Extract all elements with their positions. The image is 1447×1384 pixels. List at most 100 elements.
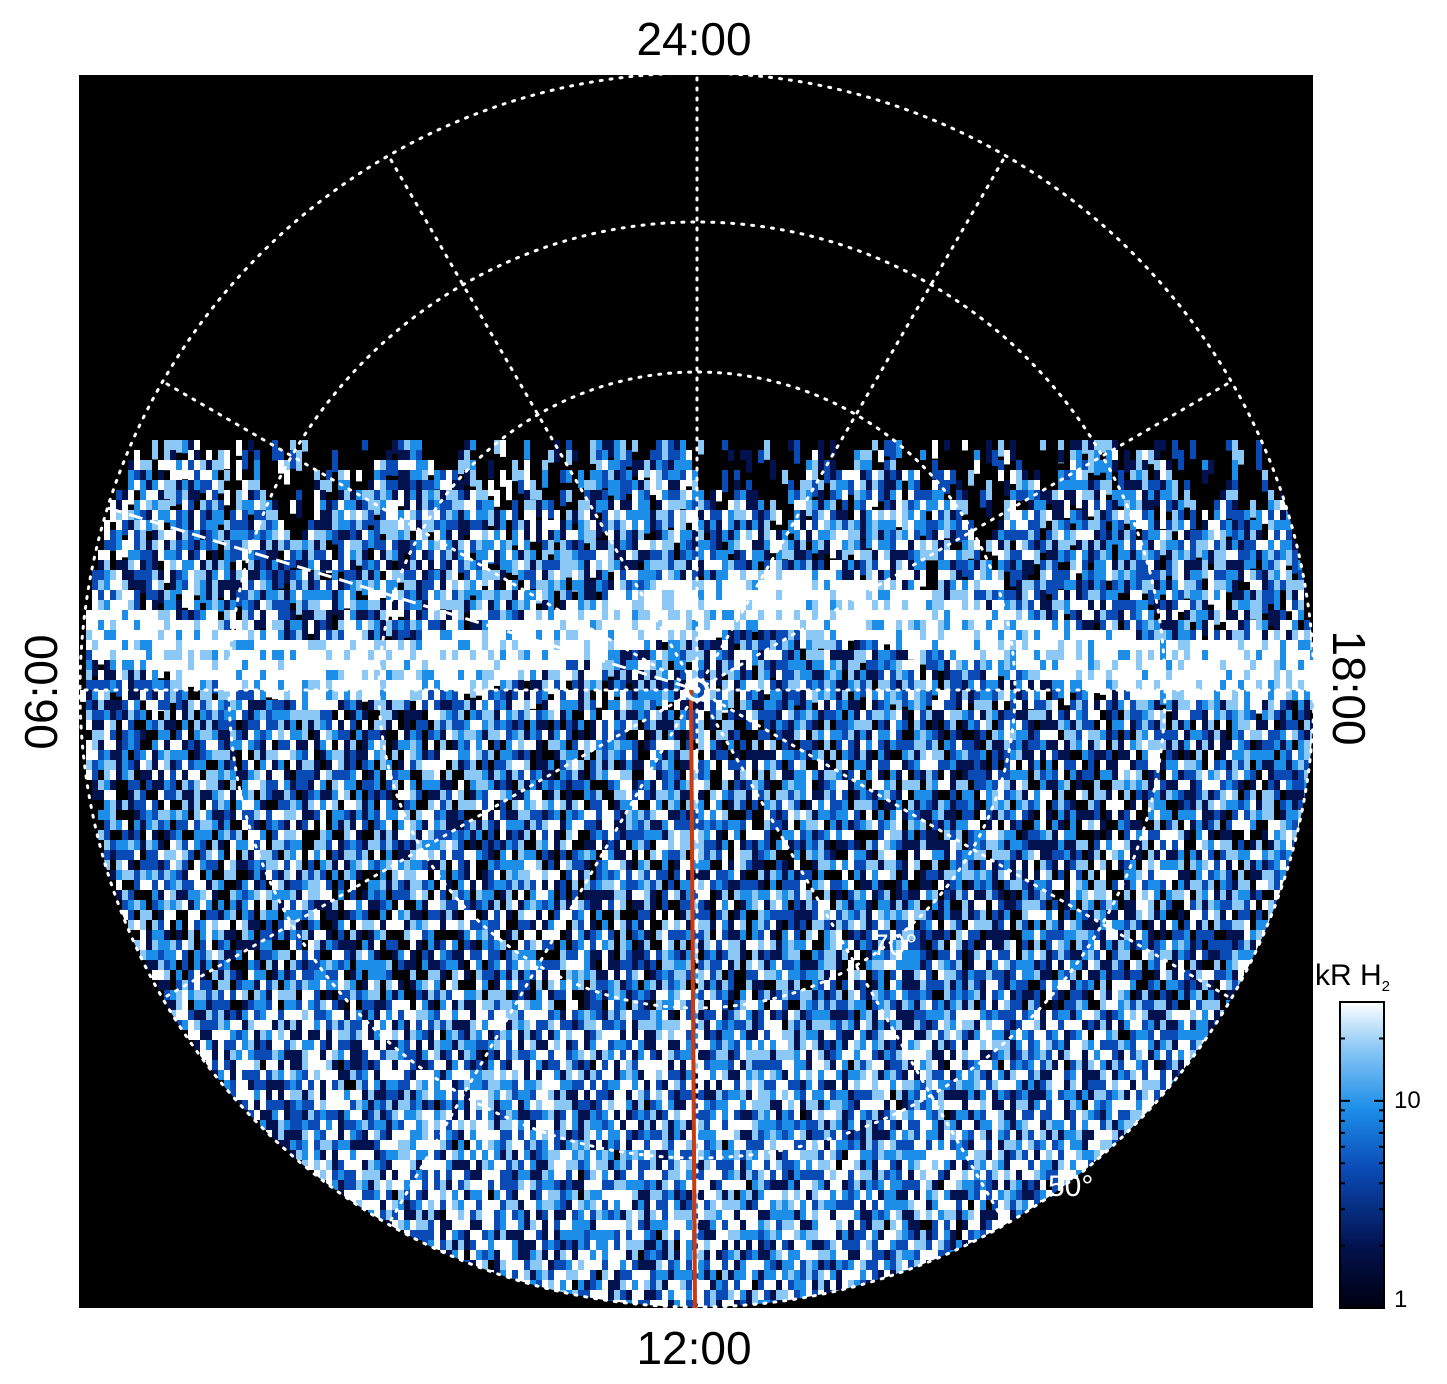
emission-pixel <box>404 540 410 554</box>
emission-pixel <box>116 570 122 586</box>
emission-pixel <box>398 730 404 740</box>
emission-pixel <box>1262 630 1268 641</box>
emission-pixel <box>350 690 356 701</box>
emission-pixel <box>1100 610 1106 622</box>
emission-pixel <box>350 490 356 510</box>
emission-pixel <box>254 640 260 656</box>
emission-pixel <box>698 710 704 720</box>
emission-pixel <box>908 470 914 487</box>
emission-pixel <box>710 510 716 522</box>
emission-pixel <box>302 440 308 452</box>
emission-pixel <box>350 560 356 580</box>
emission-pixel <box>134 660 140 679</box>
emission-pixel <box>998 630 1004 650</box>
emission-pixel <box>890 520 896 534</box>
emission-pixel <box>830 730 836 740</box>
emission-pixel <box>1160 460 1166 480</box>
emission-pixel <box>146 490 152 505</box>
emission-pixel <box>944 660 950 679</box>
emission-pixel <box>176 740 182 750</box>
emission-pixel <box>134 670 140 690</box>
emission-pixel <box>1094 630 1100 648</box>
emission-pixel <box>1088 680 1094 691</box>
emission-pixel <box>284 540 290 555</box>
emission-pixel <box>782 630 788 645</box>
emission-pixel <box>1022 740 1028 750</box>
emission-pixel <box>248 520 254 534</box>
emission-pixel <box>770 650 776 666</box>
emission-pixel <box>290 670 296 690</box>
emission-pixel <box>518 570 524 581</box>
emission-pixel <box>830 700 836 710</box>
emission-pixel <box>1064 730 1070 740</box>
emission-pixel <box>884 590 890 601</box>
emission-pixel <box>176 730 182 740</box>
emission-pixel <box>332 600 338 615</box>
emission-pixel <box>542 650 548 665</box>
emission-pixel <box>1040 500 1046 520</box>
emission-pixel <box>428 550 434 569</box>
emission-pixel <box>296 660 302 679</box>
emission-pixel <box>182 660 188 676</box>
emission-pixel <box>1010 520 1016 536</box>
emission-pixel <box>1046 600 1052 611</box>
emission-pixel <box>1304 710 1310 720</box>
emission-pixel <box>1034 670 1040 686</box>
emission-pixel <box>776 630 782 642</box>
emission-pixel <box>1226 550 1232 569</box>
emission-pixel <box>164 710 170 720</box>
emission-pixel <box>260 750 266 760</box>
emission-pixel <box>440 720 446 730</box>
emission-pixel <box>794 630 800 650</box>
emission-pixel <box>872 570 878 582</box>
emission-pixel <box>1004 710 1010 720</box>
emission-pixel <box>590 710 596 720</box>
emission-pixel <box>704 510 710 527</box>
emission-pixel <box>1256 590 1262 605</box>
emission-pixel <box>854 500 860 514</box>
emission-pixel <box>584 500 590 515</box>
emission-pixel <box>194 560 200 571</box>
emission-pixel <box>332 640 338 652</box>
emission-pixel <box>878 600 884 611</box>
emission-pixel <box>242 710 248 720</box>
emission-pixel <box>980 630 986 644</box>
emission-pixel <box>176 490 182 505</box>
emission-pixel <box>1292 620 1298 639</box>
emission-pixel <box>1040 440 1046 451</box>
emission-pixel <box>848 650 854 670</box>
emission-pixel <box>284 720 290 730</box>
emission-pixel <box>602 510 608 533</box>
emission-pixel <box>230 750 236 760</box>
emission-pixel <box>638 710 644 720</box>
emission-pixel <box>638 680 644 699</box>
emission-pixel <box>902 510 908 525</box>
emission-pixel <box>830 520 836 531</box>
emission-pixel <box>284 700 290 710</box>
emission-pixel <box>398 700 404 710</box>
emission-pixel <box>920 500 926 519</box>
emission-pixel <box>1238 740 1244 750</box>
emission-pixel <box>434 600 440 614</box>
emission-pixel <box>1004 720 1010 730</box>
emission-pixel <box>410 560 416 575</box>
emission-pixel <box>662 620 668 635</box>
emission-pixel <box>584 580 590 601</box>
emission-pixel <box>554 670 560 683</box>
emission-pixel <box>98 710 104 720</box>
emission-pixel <box>968 720 974 730</box>
emission-pixel <box>1154 660 1160 680</box>
emission-pixel <box>812 680 818 697</box>
emission-pixel <box>668 610 674 629</box>
emission-pixel <box>998 520 1004 536</box>
emission-pixel <box>488 530 494 541</box>
emission-pixel <box>566 710 572 720</box>
emission-pixel <box>866 720 872 730</box>
emission-pixel <box>1238 680 1244 699</box>
emission-pixel <box>1214 650 1220 667</box>
emission-pixel <box>950 470 956 485</box>
emission-pixel <box>980 710 986 720</box>
emission-pixel <box>1238 640 1244 655</box>
emission-pixel <box>1070 470 1076 484</box>
emission-pixel <box>734 570 740 584</box>
